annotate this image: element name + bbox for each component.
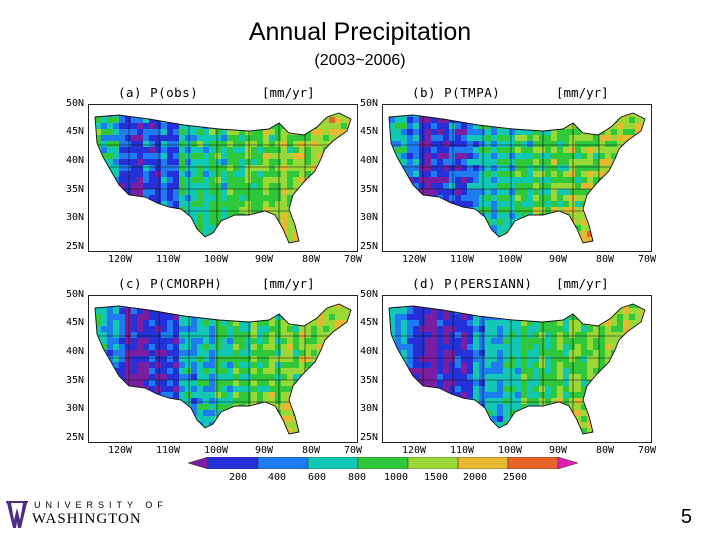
precipitation-field bbox=[95, 304, 351, 434]
lon-tick: 70W bbox=[343, 254, 363, 265]
lon-tick: 110W bbox=[155, 445, 181, 456]
lon-tick: 90W bbox=[548, 254, 568, 265]
colorbar-segment bbox=[407, 457, 459, 469]
map-panel-a: (a) P(obs) [mm/yr] 50N 45N 40N 35N 30N 2… bbox=[66, 85, 362, 265]
lat-tick: 45N bbox=[359, 317, 378, 328]
lon-tick: 100W bbox=[497, 254, 523, 265]
lon-tick: 90W bbox=[254, 445, 274, 456]
lat-tick: 40N bbox=[65, 155, 84, 166]
map-panel-c: (c) P(CMORPH) [mm/yr] 50N 45N 40N 35N 30… bbox=[66, 276, 362, 456]
map-panel-d: (d) P(PERSIANN) [mm/yr] 50N 45N 40N 35N … bbox=[360, 276, 656, 456]
lat-tick: 40N bbox=[359, 155, 378, 166]
colorbar-label: 1000 bbox=[383, 472, 409, 483]
lon-tick: 90W bbox=[254, 254, 274, 265]
colorbar-segment bbox=[257, 457, 309, 469]
lat-tick: 35N bbox=[359, 375, 378, 386]
colorbar-label: 2500 bbox=[502, 472, 528, 483]
lat-tick: 40N bbox=[359, 346, 378, 357]
colorbar-label: 1500 bbox=[423, 472, 449, 483]
lat-tick: 30N bbox=[65, 212, 84, 223]
lon-tick: 100W bbox=[203, 254, 229, 265]
colorbar-label: 400 bbox=[267, 472, 287, 483]
colorbar-label: 800 bbox=[347, 472, 367, 483]
precipitation-map bbox=[88, 295, 358, 443]
slide-title: Annual Precipitation bbox=[248, 18, 472, 46]
panel-title: (c) P(CMORPH) bbox=[118, 276, 223, 291]
lat-tick: 40N bbox=[65, 346, 84, 357]
lat-tick: 25N bbox=[359, 432, 378, 443]
lon-tick: 70W bbox=[637, 445, 657, 456]
lat-tick: 50N bbox=[65, 98, 84, 109]
colorbar bbox=[188, 457, 578, 469]
lon-tick: 80W bbox=[301, 254, 321, 265]
lon-tick: 80W bbox=[595, 254, 615, 265]
lon-tick: 70W bbox=[343, 445, 363, 456]
colorbar-segment bbox=[457, 457, 509, 469]
precipitation-field bbox=[389, 113, 645, 243]
panel-title: (d) P(PERSIANN) bbox=[412, 276, 533, 291]
coastline bbox=[94, 303, 352, 435]
lat-tick: 30N bbox=[359, 403, 378, 414]
logo-main-text: WASHINGTON bbox=[32, 511, 142, 527]
colorbar-segment bbox=[188, 457, 209, 469]
precipitation-map bbox=[88, 104, 358, 252]
lat-tick: 35N bbox=[65, 184, 84, 195]
lat-tick: 50N bbox=[359, 98, 378, 109]
lat-tick: 50N bbox=[65, 289, 84, 300]
lon-tick: 90W bbox=[548, 445, 568, 456]
lat-tick: 30N bbox=[359, 212, 378, 223]
lat-tick: 45N bbox=[359, 126, 378, 137]
colorbar-label: 200 bbox=[228, 472, 248, 483]
lon-tick: 110W bbox=[449, 254, 475, 265]
precipitation-map bbox=[382, 295, 652, 443]
lat-tick: 35N bbox=[65, 375, 84, 386]
lon-tick: 120W bbox=[107, 254, 133, 265]
lon-tick: 100W bbox=[497, 445, 523, 456]
colorbar-label: 2000 bbox=[462, 472, 488, 483]
lat-tick: 45N bbox=[65, 317, 84, 328]
lat-tick: 25N bbox=[65, 432, 84, 443]
lon-tick: 120W bbox=[401, 254, 427, 265]
lon-tick: 120W bbox=[107, 445, 133, 456]
lon-tick: 110W bbox=[155, 254, 181, 265]
lat-tick: 25N bbox=[65, 241, 84, 252]
panel-unit: [mm/yr] bbox=[556, 85, 609, 100]
map-panel-b: (b) P(TMPA) [mm/yr] 50N 45N 40N 35N 30N … bbox=[360, 85, 656, 265]
lon-tick: 120W bbox=[401, 445, 427, 456]
lon-tick: 80W bbox=[595, 445, 615, 456]
coastline bbox=[94, 112, 352, 244]
university-logo: UNIVERSITY OF WASHINGTON bbox=[6, 498, 166, 534]
panel-unit: [mm/yr] bbox=[556, 276, 609, 291]
logo-top-text: UNIVERSITY OF bbox=[34, 500, 168, 510]
lat-tick: 25N bbox=[359, 241, 378, 252]
precipitation-field bbox=[389, 304, 645, 434]
panel-title: (b) P(TMPA) bbox=[412, 85, 501, 100]
colorbar-segment bbox=[507, 457, 559, 469]
lon-tick: 70W bbox=[637, 254, 657, 265]
colorbar-segment bbox=[307, 457, 359, 469]
colorbar-segment bbox=[357, 457, 409, 469]
slide-subtitle: (2003~2006) bbox=[314, 52, 406, 69]
colorbar-label: 600 bbox=[307, 472, 327, 483]
w-logo-icon bbox=[6, 501, 28, 528]
lon-tick: 110W bbox=[449, 445, 475, 456]
page-number: 5 bbox=[680, 506, 692, 528]
lon-tick: 100W bbox=[203, 445, 229, 456]
lat-tick: 50N bbox=[359, 289, 378, 300]
panel-unit: [mm/yr] bbox=[262, 276, 315, 291]
lat-tick: 45N bbox=[65, 126, 84, 137]
colorbar-segment bbox=[557, 457, 578, 469]
panel-unit: [mm/yr] bbox=[262, 85, 315, 100]
precipitation-field bbox=[95, 113, 351, 243]
panel-title: (a) P(obs) bbox=[118, 85, 199, 100]
colorbar-segment bbox=[207, 457, 259, 469]
coastline bbox=[388, 303, 646, 435]
precipitation-map bbox=[382, 104, 652, 252]
lat-tick: 35N bbox=[359, 184, 378, 195]
lat-tick: 30N bbox=[65, 403, 84, 414]
lon-tick: 80W bbox=[301, 445, 321, 456]
coastline bbox=[388, 112, 646, 244]
